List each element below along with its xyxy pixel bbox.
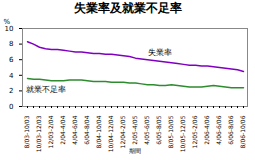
svg-text:2/05-4/05: 2/05-4/05	[131, 115, 138, 144]
svg-text:12/04-2/05: 12/04-2/05	[119, 115, 126, 148]
svg-text:%: %	[4, 18, 11, 26]
svg-text:10/03-12/03: 10/03-12/03	[35, 115, 42, 152]
svg-text:8/05-10/05: 8/05-10/05	[167, 115, 174, 148]
svg-text:2/06-4/06: 2/06-4/06	[203, 115, 210, 144]
svg-text:6/06-8/06: 6/06-8/06	[227, 115, 234, 144]
svg-text:4: 4	[9, 72, 14, 80]
svg-text:8/06-10/06: 8/06-10/06	[239, 115, 246, 148]
svg-text:失業率: 失業率	[148, 48, 172, 57]
svg-text:8: 8	[9, 40, 13, 48]
svg-text:2/04-4/04: 2/04-4/04	[59, 115, 66, 144]
svg-text:10/04-12/04: 10/04-12/04	[107, 115, 114, 152]
svg-text:4/06-6/06: 4/06-6/06	[215, 115, 222, 144]
svg-text:就業不足率: 就業不足率	[26, 85, 66, 94]
svg-text:8/04-10/04: 8/04-10/04	[95, 115, 102, 148]
svg-text:8/03-10/03: 8/03-10/03	[23, 115, 30, 148]
svg-text:4/05-6/05: 4/05-6/05	[143, 115, 150, 144]
svg-text:0: 0	[9, 103, 13, 111]
svg-text:10: 10	[4, 24, 14, 33]
svg-text:6: 6	[9, 56, 14, 64]
svg-text:期間: 期間	[129, 147, 141, 154]
svg-text:2: 2	[9, 87, 13, 95]
svg-text:12/03-2/04: 12/03-2/04	[47, 115, 54, 148]
svg-text:6/04-8/04: 6/04-8/04	[83, 115, 90, 144]
html-text:失業率及就業不足率: 失業率及就業不足率	[73, 1, 182, 15]
svg-text:12/05-2/06: 12/05-2/06	[191, 115, 198, 148]
svg-text:6/05-8/05: 6/05-8/05	[155, 115, 162, 144]
svg-text:4/04-6/04: 4/04-6/04	[71, 115, 78, 144]
svg-text:10/05-12/05: 10/05-12/05	[179, 115, 186, 152]
